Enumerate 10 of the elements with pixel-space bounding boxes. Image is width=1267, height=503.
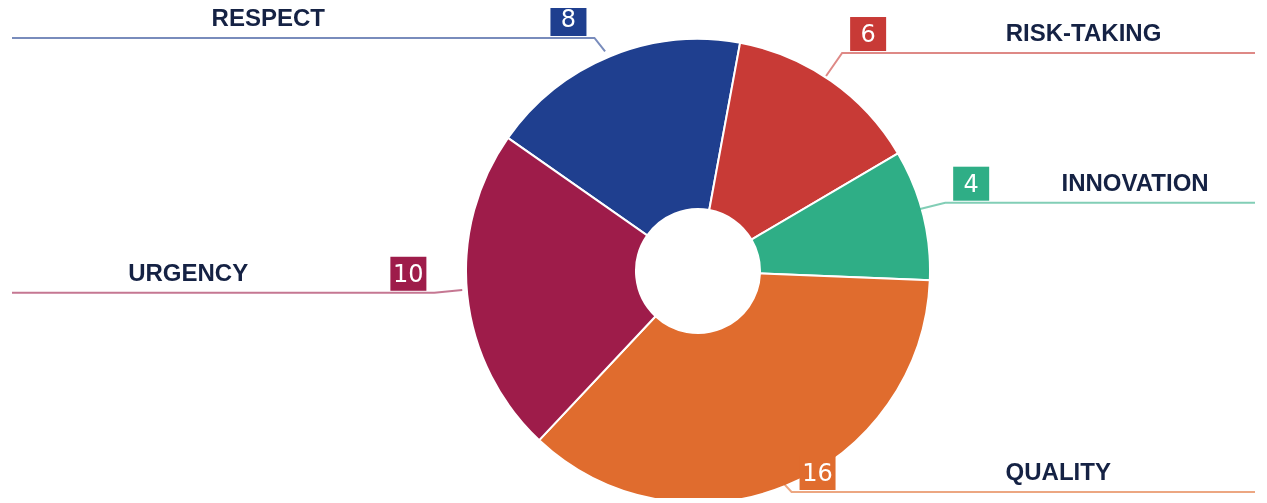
data-label: 4 (963, 169, 979, 198)
data-label: 8 (560, 5, 577, 33)
slice-label: RESPECT (211, 4, 326, 31)
data-label: 16 (802, 459, 833, 487)
slice-label: INNOVATION (1061, 168, 1209, 196)
data-label: 6 (860, 20, 876, 49)
slice-label: RISK-TAKING (1005, 19, 1162, 47)
slice-label: QUALITY (1005, 458, 1111, 485)
slice-label: URGENCY (128, 258, 249, 286)
data-label: 10 (393, 259, 424, 288)
